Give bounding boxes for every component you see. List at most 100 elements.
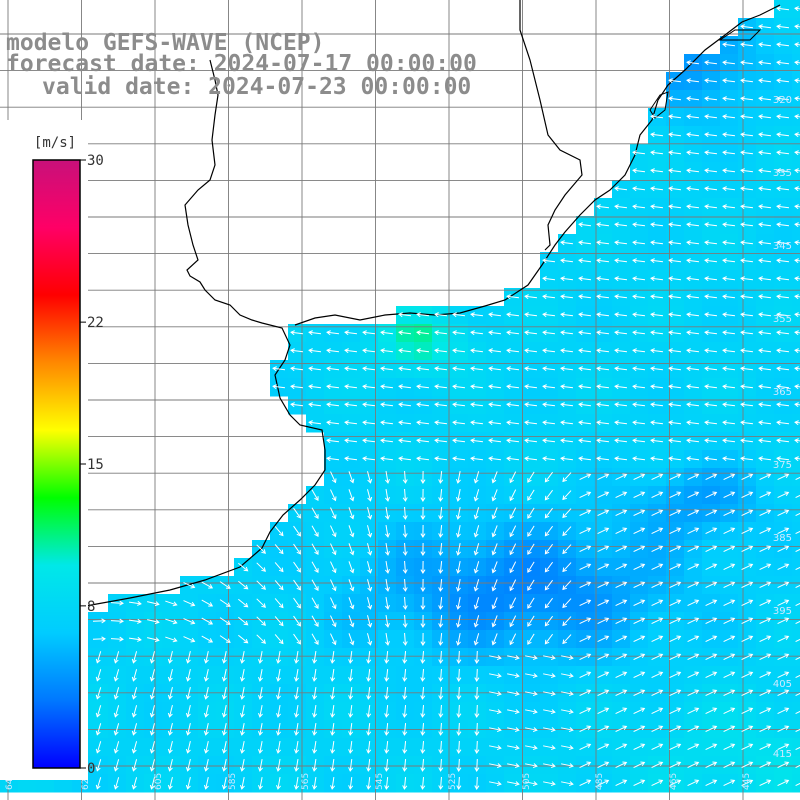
wind-arrow	[740, 78, 754, 84]
wind-arrow	[723, 563, 736, 571]
wind-arrow	[525, 745, 538, 751]
wind-arrow	[633, 743, 646, 751]
wind-arrow	[294, 722, 300, 736]
wind-arrow	[438, 596, 444, 610]
wind-arrow	[348, 686, 354, 700]
wind-arrow	[274, 634, 284, 645]
wind-arrow	[416, 456, 430, 462]
wind-arrow	[669, 527, 682, 535]
wind-arrow	[380, 420, 394, 426]
wind-cell	[792, 702, 800, 721]
wind-arrow	[722, 96, 736, 102]
wind-arrow	[668, 456, 682, 462]
wind-arrow	[686, 294, 700, 300]
wind-arrow	[723, 491, 736, 499]
wind-arrow	[527, 543, 535, 555]
wind-arrow	[740, 438, 754, 444]
wind-arrow	[687, 689, 700, 697]
wind-arrow	[311, 615, 319, 628]
wind-arrow	[452, 348, 466, 354]
wind-arrow	[312, 722, 318, 736]
wind-arrow	[579, 653, 592, 661]
wind-arrow	[543, 673, 556, 679]
wind-arrow	[562, 508, 572, 519]
wind-arrow	[597, 509, 610, 517]
wind-arrow	[527, 579, 535, 591]
longitude-label: 485	[595, 773, 605, 790]
wind-arrow	[668, 438, 682, 444]
wind-arrow	[509, 489, 517, 502]
wind-arrow	[330, 686, 336, 700]
wind-arrow	[438, 722, 444, 736]
wind-arrow	[633, 635, 646, 643]
wind-arrow	[473, 489, 480, 502]
wind-arrow	[348, 704, 354, 718]
wind-arrow	[290, 402, 304, 408]
wind-arrow	[615, 581, 628, 589]
wind-arrow	[438, 488, 444, 502]
wind-arrow	[438, 542, 444, 556]
wind-arrow	[420, 668, 426, 682]
wind-arrow	[276, 669, 281, 682]
wind-arrow	[524, 366, 538, 372]
wind-arrow	[632, 150, 646, 156]
wind-arrow	[527, 507, 535, 519]
wind-arrow	[455, 507, 461, 520]
latitude-label: 335	[773, 168, 792, 179]
wind-arrow	[777, 707, 790, 715]
wind-arrow	[562, 616, 572, 627]
wind-arrow	[632, 222, 646, 228]
wind-arrow	[668, 402, 682, 408]
wind-arrow	[416, 402, 430, 408]
wind-arrow	[239, 759, 245, 772]
wind-arrow	[687, 491, 700, 499]
wind-arrow	[776, 186, 790, 192]
wind-arrow	[384, 704, 390, 718]
wind-arrow	[758, 222, 772, 228]
wind-arrow	[402, 650, 408, 664]
wind-arrow	[560, 384, 574, 390]
colorbar-unit: [m/s]	[34, 135, 76, 151]
wind-arrow	[669, 545, 682, 553]
wind-arrow	[560, 276, 574, 282]
wind-arrow	[95, 651, 102, 664]
wind-arrow	[614, 312, 628, 318]
wind-arrow	[740, 294, 754, 300]
wind-arrow	[651, 725, 664, 733]
wind-arrow	[95, 741, 102, 754]
wind-arrow	[201, 599, 214, 607]
wind-arrow	[221, 687, 227, 700]
wind-arrow	[506, 420, 520, 426]
wind-arrow	[542, 438, 556, 444]
wind-arrow	[524, 330, 538, 336]
wind-arrow	[614, 186, 628, 192]
wind-arrow	[578, 438, 592, 444]
wind-arrow	[167, 705, 173, 718]
wind-arrow	[740, 348, 754, 354]
wind-arrow	[597, 743, 610, 751]
wind-arrow	[402, 506, 408, 520]
wind-arrow	[668, 114, 682, 120]
wind-arrow	[632, 186, 646, 192]
wind-arrow	[470, 348, 484, 354]
wind-arrow	[561, 727, 574, 733]
wind-arrow	[650, 312, 664, 318]
wind-arrow	[668, 240, 682, 246]
wind-arrow	[776, 78, 790, 84]
wind-arrow	[456, 650, 462, 664]
wind-arrow	[542, 330, 556, 336]
wind-arrow	[741, 689, 754, 697]
wind-arrow	[722, 276, 736, 282]
wind-arrow	[491, 615, 498, 628]
wind-arrow	[384, 614, 390, 628]
wind-arrow	[687, 635, 700, 643]
wind-arrow	[669, 707, 682, 715]
wind-arrow	[704, 258, 718, 264]
wind-arrow	[489, 691, 502, 697]
wind-arrow	[596, 222, 610, 228]
wind-arrow	[384, 470, 390, 484]
wind-arrow	[650, 294, 664, 300]
wind-arrow	[741, 743, 754, 751]
latitude-label: 355	[773, 314, 792, 325]
wind-arrow	[759, 509, 772, 517]
